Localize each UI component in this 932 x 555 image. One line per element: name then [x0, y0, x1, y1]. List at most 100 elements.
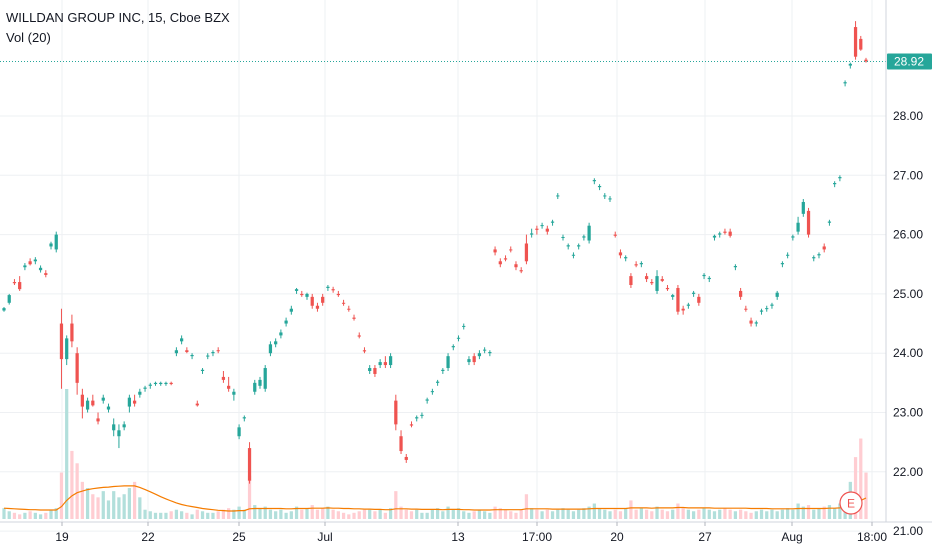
volume-bar — [838, 503, 842, 519]
candle-body — [498, 261, 502, 265]
candle-body — [509, 249, 513, 251]
volume-bar — [7, 511, 11, 519]
candle-body — [96, 418, 100, 422]
candle-body — [446, 356, 450, 369]
volume-bar — [613, 509, 617, 519]
volume-bar — [462, 511, 466, 519]
price-tick-label: 27.00 — [893, 168, 923, 182]
volume-bar — [164, 512, 168, 519]
candle-body — [383, 362, 387, 366]
volume-bar — [467, 512, 471, 519]
candle-body — [420, 414, 424, 416]
symbol-title[interactable]: WILLDAN GROUP INC, 15, Cboe BZX — [6, 10, 230, 25]
volume-bar — [294, 506, 299, 519]
volume-bar — [206, 512, 210, 519]
volume-bar — [195, 509, 199, 519]
volume-bar — [341, 512, 346, 519]
volume-bar — [556, 509, 560, 519]
volume-bar — [75, 463, 79, 519]
candle-body — [571, 254, 576, 256]
volume-bar — [169, 511, 173, 519]
candle-body — [530, 233, 534, 235]
volume-bar — [70, 450, 74, 519]
candle-body — [838, 177, 842, 179]
volume-bar — [728, 509, 732, 519]
price-axis[interactable]: 28.00 27.00 26.00 25.00 24.00 23.00 22.00 21.00 — [893, 109, 923, 538]
volume-bar — [723, 508, 727, 519]
volume-bar — [853, 457, 858, 519]
volume-bar — [859, 438, 863, 519]
candle-body — [106, 406, 111, 410]
volume-bar — [587, 506, 591, 519]
candle-body — [315, 305, 320, 309]
volume-bar — [362, 509, 367, 519]
volume-bar — [707, 509, 711, 519]
price-tick-label: 22.00 — [893, 465, 923, 479]
volume-bar — [279, 509, 283, 519]
time-axis[interactable]: 19 22 25 Jul 13 17:00 20 27 Aug 18:00 — [55, 522, 887, 544]
time-tick-label: 25 — [232, 530, 246, 544]
volume-bar — [153, 512, 158, 519]
candle-body — [28, 261, 32, 265]
volume-bar — [864, 472, 868, 519]
volume-bar — [697, 509, 701, 519]
volume-bar — [691, 511, 696, 519]
volume-bar — [488, 512, 492, 519]
candle-body — [378, 362, 382, 366]
candle-body — [718, 233, 722, 235]
candle-body — [540, 225, 544, 227]
price-tick-label: 23.00 — [893, 406, 923, 420]
volume-bar — [12, 512, 17, 519]
candle-body — [258, 379, 262, 386]
candle-body — [629, 276, 633, 286]
candle-body — [744, 308, 748, 310]
volume-bars — [2, 389, 868, 519]
volume-bar — [65, 389, 69, 519]
volume-bar — [545, 509, 549, 519]
volume-bar — [503, 509, 508, 519]
candle-body — [655, 276, 659, 291]
candle-body — [399, 436, 403, 452]
candle-body — [519, 270, 523, 272]
volume-bar — [759, 509, 764, 519]
time-tick-label: 19 — [55, 530, 69, 544]
volume-bar — [477, 509, 482, 519]
candle-body — [681, 308, 685, 311]
candle-body — [780, 263, 785, 265]
candle-body — [702, 274, 706, 277]
volume-bar — [388, 508, 393, 519]
candle-body — [357, 335, 361, 337]
candle-body — [70, 323, 74, 342]
candle-body — [472, 356, 476, 363]
volume-bar — [676, 503, 680, 519]
volume-bar — [80, 481, 84, 519]
volume-indicator-label[interactable]: Vol (20) — [6, 30, 51, 45]
volume-bar — [665, 511, 670, 519]
candle-body — [634, 264, 638, 266]
candle-body — [550, 221, 555, 223]
volume-bar — [519, 509, 523, 519]
volume-bar — [550, 511, 555, 519]
volume-bar — [85, 488, 90, 519]
candle-body — [545, 228, 549, 232]
candle-body — [221, 376, 226, 380]
volume-bar — [634, 509, 638, 519]
volume-bar — [247, 475, 252, 519]
candle-body — [305, 293, 309, 297]
volume-bar — [49, 509, 53, 519]
volume-bar — [122, 494, 126, 519]
candle-body — [488, 352, 492, 354]
volume-bar — [300, 509, 304, 519]
candle-body — [812, 257, 816, 259]
candle-body — [791, 236, 795, 238]
candle-body — [566, 245, 570, 247]
volume-bar — [493, 506, 497, 519]
last-price-label: 28.92 — [894, 54, 924, 68]
volume-bar — [472, 511, 476, 519]
volume-bar — [143, 509, 147, 519]
candle-body — [253, 382, 257, 392]
candle-body — [347, 308, 351, 310]
candle-body — [796, 222, 800, 232]
earnings-marker[interactable]: E — [839, 491, 863, 515]
